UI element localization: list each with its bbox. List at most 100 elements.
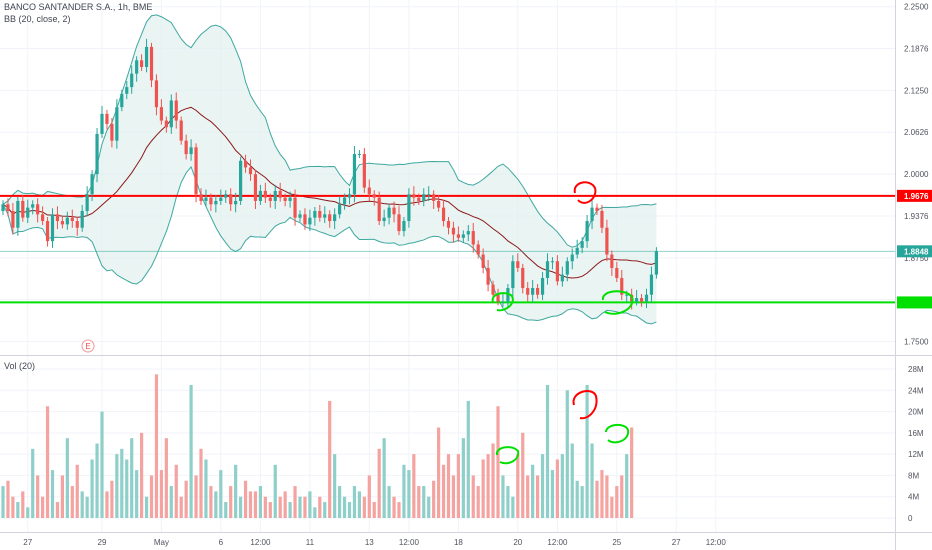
volume-bar bbox=[427, 496, 431, 518]
volume-bar bbox=[333, 454, 337, 518]
candle-body bbox=[239, 160, 243, 201]
time-tick-label: 29 bbox=[98, 538, 107, 547]
candle-body bbox=[536, 288, 540, 295]
candle-body bbox=[328, 214, 332, 222]
candle-body bbox=[50, 214, 55, 242]
volume-bar bbox=[625, 454, 629, 518]
volume-bar bbox=[461, 438, 465, 518]
candle-body bbox=[644, 294, 649, 302]
volume-bar bbox=[263, 496, 267, 518]
volume-bar bbox=[585, 384, 589, 518]
volume-bar bbox=[540, 454, 545, 518]
candle-body bbox=[357, 154, 361, 156]
volume-bar bbox=[55, 502, 60, 518]
volume-bar bbox=[630, 427, 634, 518]
candle-body bbox=[144, 46, 149, 67]
volume-bar bbox=[164, 438, 168, 518]
candle-body bbox=[135, 60, 139, 74]
candle-body bbox=[159, 107, 163, 121]
volume-bar bbox=[253, 491, 258, 518]
candle-body bbox=[347, 194, 352, 198]
candle-body bbox=[333, 214, 337, 222]
candle-body bbox=[263, 190, 267, 198]
candle-body bbox=[595, 207, 599, 211]
volume-bar bbox=[159, 470, 163, 518]
resistance-price-tag bbox=[897, 189, 932, 202]
volume-bar bbox=[214, 491, 218, 518]
candle-body bbox=[412, 194, 416, 198]
volume-bar bbox=[615, 486, 619, 518]
volume-bar bbox=[407, 470, 411, 518]
candle-body bbox=[209, 197, 213, 205]
volume-bar bbox=[387, 486, 391, 518]
volume-bar bbox=[45, 406, 50, 518]
volume-bar bbox=[580, 486, 584, 518]
candle-body bbox=[496, 294, 500, 302]
volume-bar bbox=[362, 496, 366, 518]
time-tick-label: 20 bbox=[513, 538, 522, 547]
volume-bar bbox=[1, 486, 5, 518]
last-price-tag-label: 1.8848 bbox=[904, 247, 929, 256]
volume-bar bbox=[555, 459, 559, 518]
candle-body bbox=[615, 267, 619, 278]
candle-body bbox=[422, 194, 426, 201]
candle-body bbox=[115, 107, 119, 141]
volume-tick-label: 4M bbox=[908, 493, 919, 502]
volume-bar bbox=[352, 486, 357, 518]
time-tick-label: 12:00 bbox=[547, 538, 568, 547]
candle-body bbox=[303, 214, 307, 225]
volume-bar bbox=[248, 491, 253, 518]
price-tick-label: 2.1876 bbox=[904, 44, 929, 53]
volume-bar bbox=[189, 384, 193, 518]
candle-body bbox=[95, 133, 99, 175]
time-tick-label: 12:00 bbox=[250, 538, 271, 547]
volume-label: Vol (20) bbox=[4, 361, 36, 371]
volume-bar bbox=[318, 496, 322, 518]
candle-body bbox=[253, 174, 258, 201]
candle-body bbox=[605, 227, 609, 255]
candle-body bbox=[318, 210, 322, 218]
candle-body bbox=[620, 277, 624, 295]
candle-body bbox=[610, 254, 614, 268]
volume-bar bbox=[278, 496, 282, 518]
volume-bar bbox=[169, 486, 173, 518]
candle-body bbox=[120, 93, 124, 108]
volume-bar bbox=[31, 448, 35, 518]
candle-body bbox=[516, 261, 520, 268]
volume-bar bbox=[620, 475, 624, 518]
volume-bar bbox=[174, 464, 178, 518]
candle-body bbox=[6, 204, 10, 211]
candle-body bbox=[313, 210, 317, 218]
volume-bar bbox=[11, 496, 15, 518]
volume-tick-label: 24M bbox=[908, 386, 924, 395]
volume-bar bbox=[338, 486, 342, 518]
price-tick-label: 1.9376 bbox=[904, 212, 929, 221]
volume-bar bbox=[239, 496, 243, 518]
candle-body bbox=[293, 197, 297, 218]
candle-body bbox=[550, 261, 555, 263]
candle-body bbox=[323, 214, 327, 218]
volume-bar bbox=[65, 438, 69, 518]
volume-annotation bbox=[605, 424, 630, 444]
candle-body bbox=[214, 200, 218, 205]
volume-bar bbox=[95, 443, 99, 518]
candle-body bbox=[590, 207, 594, 222]
candle-body bbox=[625, 294, 629, 296]
volume-bar bbox=[224, 502, 228, 518]
candle-body bbox=[273, 190, 277, 201]
volume-bar bbox=[75, 464, 79, 518]
volume-bar bbox=[536, 475, 540, 518]
volume-bar bbox=[80, 491, 84, 518]
candle-body bbox=[377, 197, 381, 222]
candle-body bbox=[486, 267, 490, 285]
candle-body bbox=[268, 197, 272, 201]
candle-body bbox=[635, 298, 639, 302]
candle-body bbox=[392, 207, 396, 215]
volume-bar bbox=[273, 464, 277, 518]
candle-body bbox=[80, 210, 84, 228]
candle-body bbox=[308, 217, 312, 225]
volume-bar bbox=[85, 496, 89, 518]
time-tick-label: 25 bbox=[612, 538, 621, 547]
price-tick-label: 2.0000 bbox=[904, 170, 929, 179]
time-tick-label: 27 bbox=[672, 538, 681, 547]
